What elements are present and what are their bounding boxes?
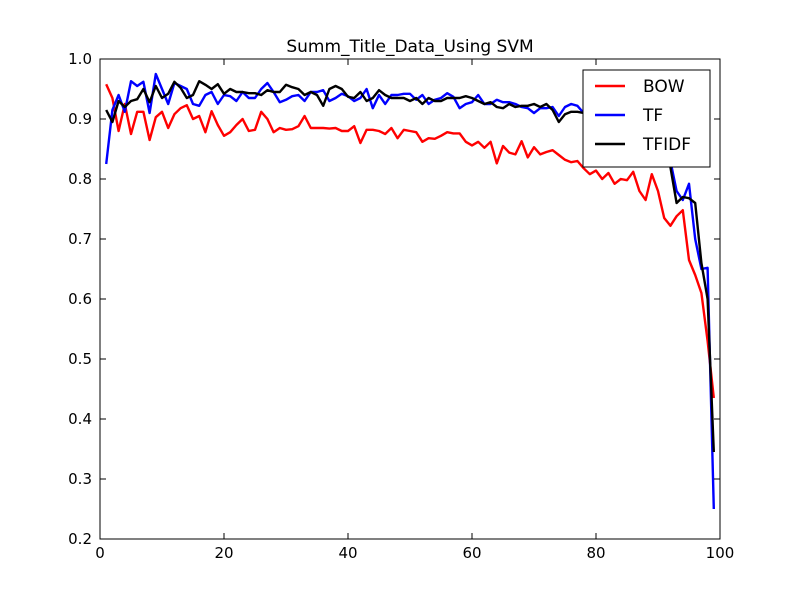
y-tick-label: 0.9 [68, 110, 92, 128]
y-tick-label: 0.3 [68, 470, 92, 488]
y-tick-label: 0.7 [68, 230, 92, 248]
y-tick-label: 0.2 [68, 530, 92, 548]
chart-title: Summ_Title_Data_Using SVM [286, 37, 533, 57]
x-tick-label: 80 [586, 544, 605, 562]
x-tick-label: 0 [95, 544, 105, 562]
legend-label-tf: TF [642, 106, 663, 126]
y-tick-label: 0.8 [68, 170, 92, 188]
x-tick-label: 60 [462, 544, 481, 562]
axes-frame [99, 58, 721, 540]
x-tick-label: 100 [706, 544, 735, 562]
legend: BOW TF TFIDF [582, 69, 711, 168]
axis-ticks: 0 20 40 60 80 100 0.2 0.3 0.4 0.5 0.6 0.7 0.8 0.9 1.0 [68, 50, 734, 562]
series-line-bow [105, 83, 715, 399]
y-tick-label: 0.5 [68, 350, 92, 368]
legend-label-tfidf: TFIDF [642, 135, 691, 155]
y-tick-label: 1.0 [68, 50, 92, 68]
x-tick-label: 20 [214, 544, 233, 562]
y-tick-label: 0.4 [68, 410, 92, 428]
legend-label-bow: BOW [643, 77, 685, 97]
y-tick-label: 0.6 [68, 290, 92, 308]
x-tick-label: 40 [338, 544, 357, 562]
